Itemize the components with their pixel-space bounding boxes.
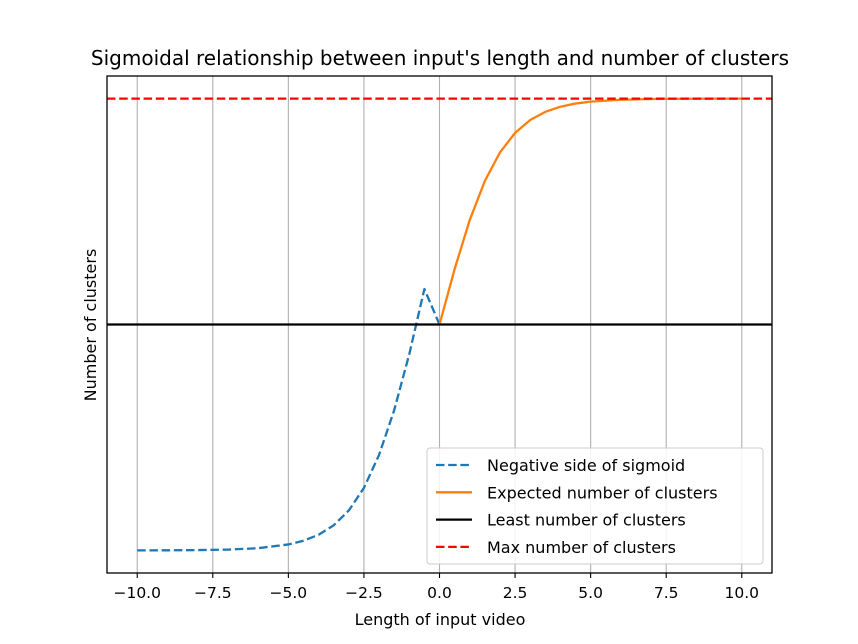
- x-ticks: −10.0 −7.5 −5.0 −2.5 0.0 2.5 5.0 7.5 10.0: [113, 573, 759, 602]
- x-tick-label: 0.0: [427, 584, 452, 602]
- series-negative-side-of-sigmoid: [137, 287, 441, 552]
- x-tick-label: −2.5: [345, 584, 383, 602]
- x-axis-label: Length of input video: [355, 610, 526, 629]
- x-tick-label: 7.5: [654, 584, 679, 602]
- legend-label: Max number of clusters: [487, 538, 676, 557]
- legend-label: Negative side of sigmoid: [487, 456, 685, 475]
- x-tick-label: −5.0: [270, 584, 308, 602]
- x-tick-label: 10.0: [725, 584, 760, 602]
- series-expected-number-of-clusters: [438, 97, 742, 325]
- legend-label: Expected number of clusters: [487, 483, 718, 502]
- legend: Negative side of sigmoid Expected number …: [426, 447, 764, 565]
- legend-frame: [426, 447, 764, 565]
- x-tick-label: 2.5: [503, 584, 528, 602]
- legend-label: Least number of clusters: [487, 511, 686, 530]
- series-lines: [107, 97, 772, 552]
- y-axis-label: Number of clusters: [81, 249, 100, 402]
- x-tick-label: 5.0: [578, 584, 603, 602]
- x-tick-label: −7.5: [194, 584, 232, 602]
- chart-title: Sigmoidal relationship between input's l…: [91, 46, 789, 70]
- x-tick-label: −10.0: [113, 584, 161, 602]
